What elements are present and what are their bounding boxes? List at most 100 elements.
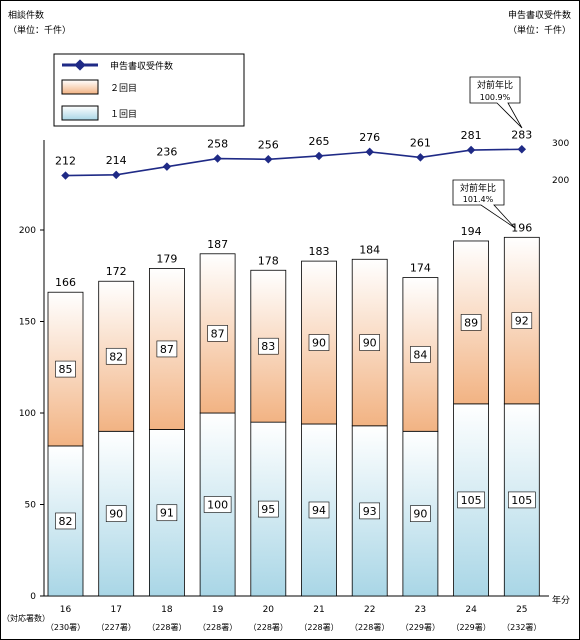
value-label-first-19: 100	[207, 499, 228, 512]
x-footnote-label: （対応署数）	[2, 613, 50, 623]
value-label-second-24: 89	[464, 316, 478, 329]
x-sub-label-25: （232署）	[502, 623, 541, 632]
total-label-19: 187	[207, 238, 228, 251]
value-label-second-25: 92	[515, 315, 529, 328]
value-box-first-18	[156, 504, 178, 522]
x-tick-label-18: 18	[161, 605, 173, 615]
left-tick-label: 150	[19, 318, 36, 328]
value-box-second-25	[511, 312, 533, 329]
line-value-label-24: 281	[461, 129, 482, 142]
left-axis-title-1: 相談件数	[8, 9, 44, 21]
line-point-20	[264, 155, 273, 164]
value-label-second-22: 90	[363, 337, 377, 350]
value-box-first-19	[203, 496, 232, 513]
value-box-first-22	[359, 502, 381, 520]
line-point-24	[466, 145, 476, 155]
x-sub-label-24: （229署）	[451, 623, 490, 632]
legend-label-second: ２回目	[110, 83, 137, 94]
x-sub-label-21: （228署）	[299, 623, 338, 632]
x-axis-labels: 16 （230署） 17 （227署） 18 （228署） 19 （228署） 20 （228署）…	[46, 605, 542, 632]
left-tick-label: 100	[19, 409, 36, 419]
value-label-first-16: 82	[59, 515, 73, 528]
value-box-second-18	[156, 340, 178, 358]
value-box-second-20	[257, 337, 279, 355]
x-sub-label-19: （228署）	[198, 623, 237, 632]
line-value-label-19: 258	[207, 138, 228, 151]
line-value-label-25: 283	[511, 128, 532, 141]
value-label-first-23: 90	[413, 508, 427, 521]
total-label-17: 172	[106, 265, 127, 278]
line-point-21	[314, 151, 324, 161]
x-sub-label-17: （227署）	[97, 623, 136, 632]
x-tick-label-20: 20	[263, 605, 275, 615]
line-value-label-16: 212	[55, 155, 76, 168]
total-label-16: 166	[55, 276, 76, 289]
total-label-18: 179	[156, 252, 177, 265]
x-tick-label-21: 21	[313, 605, 324, 615]
value-label-second-18: 87	[160, 343, 174, 356]
total-label-20: 178	[258, 254, 279, 267]
line-value-label-20: 256	[258, 138, 279, 151]
right-tick-label: 300	[552, 139, 569, 149]
x-unit-label: 年分	[552, 594, 570, 606]
x-sub-label-23: （229署）	[401, 623, 440, 632]
value-box-second-23	[410, 346, 431, 363]
line-layer: 212 214 236 258 256 265 276 261 281 283	[55, 128, 532, 180]
value-label-second-21: 90	[312, 337, 326, 350]
total-label-24: 194	[461, 225, 482, 238]
line-point-22	[365, 147, 374, 157]
bar-second-19	[199, 253, 236, 414]
x-tick-label-16: 16	[60, 605, 72, 615]
line-point-18	[162, 162, 172, 171]
value-box-first-16	[55, 512, 76, 530]
value-box-first-17	[105, 505, 127, 522]
legend-swatch-second	[61, 79, 99, 95]
callout-bar-value: 101.4%	[463, 195, 494, 204]
total-label-21: 183	[309, 245, 330, 258]
value-label-second-23: 84	[413, 348, 427, 361]
value-box-first-21	[308, 501, 330, 519]
line-point-19	[213, 154, 222, 163]
value-box-second-22	[359, 334, 381, 351]
bar-second-18	[148, 268, 185, 430]
line-point-23	[416, 153, 425, 162]
left-axis-ticks: 0 50 100 150 200	[19, 226, 44, 602]
line-point-17	[111, 170, 121, 180]
total-label-22: 184	[359, 243, 380, 256]
x-tick-label-24: 24	[465, 605, 477, 615]
line-value-label-17: 214	[106, 154, 127, 167]
right-axis-title-1: 申告書収受件数	[508, 9, 571, 21]
value-box-first-24	[457, 491, 485, 509]
value-box-first-23	[410, 505, 431, 522]
value-box-second-19	[207, 325, 228, 342]
value-label-second-17: 82	[109, 350, 123, 363]
value-label-first-25: 105	[511, 494, 532, 507]
value-box-second-17	[105, 347, 127, 365]
callout-bar-title: 対前年比	[460, 182, 496, 194]
value-box-first-20	[257, 500, 279, 518]
left-tick-label: 0	[30, 592, 36, 602]
line-value-label-22: 276	[359, 131, 380, 144]
x-tick-label-19: 19	[212, 605, 224, 615]
callout-line-box	[469, 76, 523, 129]
value-box-second-24	[460, 314, 482, 331]
value-label-second-19: 87	[211, 327, 225, 340]
x-sub-label-22: （228署）	[350, 623, 389, 632]
total-label-23: 174	[410, 262, 431, 275]
x-tick-label-22: 22	[364, 605, 375, 615]
total-label-25: 196	[511, 221, 532, 234]
line-point-16	[61, 171, 70, 180]
value-box-first-25	[507, 491, 536, 509]
right-axis-ticks: 200 300	[552, 139, 569, 186]
value-label-first-24: 105	[461, 494, 482, 507]
line-value-label-18: 236	[156, 146, 177, 159]
legend-label-first: １回目	[110, 109, 137, 120]
value-box-second-21	[308, 334, 330, 351]
x-sub-label-20: （228署）	[249, 623, 288, 632]
callout-line-value: 100.9%	[480, 93, 511, 102]
x-tick-label-17: 17	[110, 605, 121, 615]
legend-swatch-first	[61, 105, 99, 121]
callout-line-title: 対前年比	[477, 79, 513, 91]
right-tick-label: 200	[552, 176, 569, 186]
